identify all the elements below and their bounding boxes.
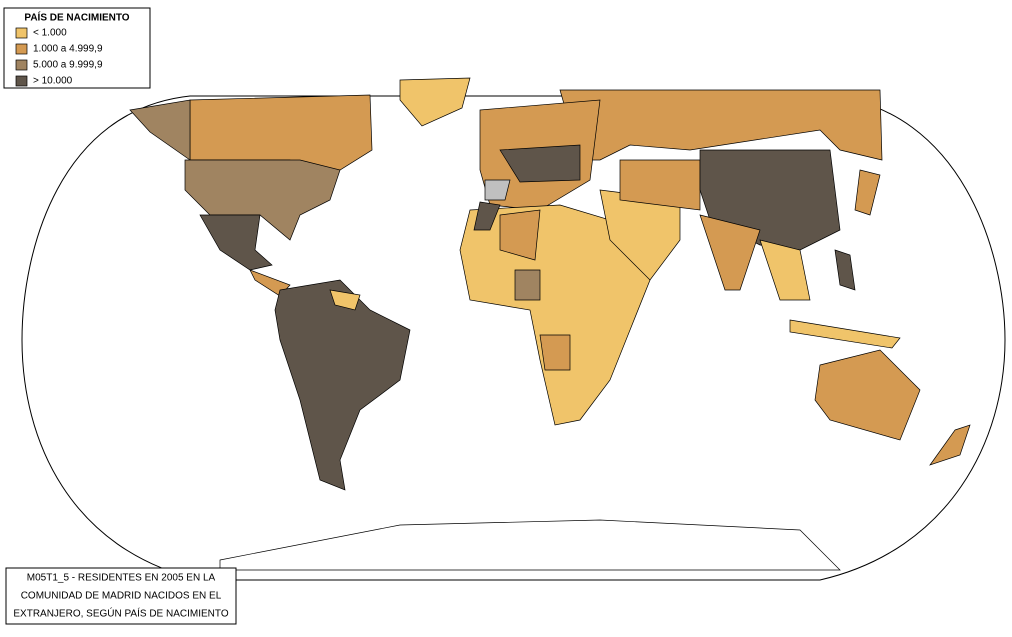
west-africa	[514, 269, 541, 301]
guianas	[329, 289, 361, 311]
caption-line: M05T1_5 - RESIDENTES EN 2005 EN LA	[27, 573, 216, 584]
philippines	[834, 249, 856, 291]
mexico	[199, 214, 273, 271]
central-asia	[619, 159, 701, 211]
southeast-asia	[759, 239, 811, 301]
greenland	[399, 77, 471, 127]
europe-high	[499, 144, 581, 183]
spain	[484, 179, 511, 201]
legend-label: > 10.000	[33, 76, 73, 87]
legend: PAÍS DE NACIMIENTO < 1.000 1.000 a 4.999,…	[3, 7, 151, 89]
caption-line: EXTRANJERO, SEGÚN PAÍS DE NACIMIENTO	[13, 607, 228, 620]
legend-label: 1.000 a 4.999,9	[33, 44, 103, 55]
legend-box	[3, 7, 151, 89]
legend-title: PAÍS DE NACIMIENTO	[24, 11, 129, 24]
central-africa	[539, 334, 571, 371]
legend-label: < 1.000	[33, 28, 67, 39]
legend-label: 5.000 a 9.999,9	[33, 60, 103, 71]
legend-swatch	[15, 59, 28, 71]
south-america	[274, 279, 411, 491]
caption-line: COMUNIDAD DE MADRID NACIDOS EN EL	[21, 591, 222, 602]
countries	[129, 77, 971, 571]
legend-swatch	[15, 75, 28, 87]
japan	[854, 169, 881, 216]
new-zealand	[929, 424, 971, 466]
legend-swatch	[15, 27, 28, 39]
morocco	[473, 201, 501, 231]
legend-swatch	[15, 43, 28, 55]
indonesia	[789, 319, 901, 349]
caption-box	[5, 567, 237, 625]
australia	[814, 349, 921, 441]
caption: M05T1_5 - RESIDENTES EN 2005 EN LA COMUNI…	[5, 567, 237, 625]
algeria	[499, 209, 541, 261]
india	[699, 214, 761, 291]
usa	[184, 159, 341, 241]
